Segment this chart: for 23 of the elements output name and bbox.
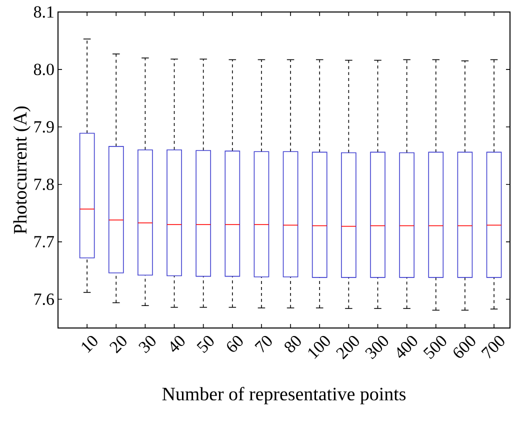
x-tick-label: 70 (254, 336, 272, 352)
x-tick-label: 10 (82, 336, 98, 353)
y-tick-label: 7.6 (34, 294, 54, 305)
y-tick-label: 8.0 (34, 64, 54, 76)
x-tick-label: 20 (109, 336, 126, 354)
x-tick-label: 100 (308, 336, 330, 359)
x-tick-label: 500 (423, 336, 446, 359)
y-tick-label: 7.9 (34, 121, 54, 133)
x-tick-label: 30 (138, 336, 156, 354)
y-tick-label: 7.7 (34, 236, 54, 248)
x-tick-label: 600 (454, 336, 476, 358)
x-tick-label: 40 (170, 336, 185, 352)
x-tick-label: 60 (227, 336, 243, 352)
y-tick-label: 7.8 (34, 178, 54, 190)
x-tick-label: 400 (397, 336, 418, 358)
y-tick-label: 8.1 (34, 6, 54, 18)
x-tick-label: 80 (284, 336, 301, 352)
x-axis-title: Number of representative points (162, 386, 406, 404)
x-tick-label: 300 (365, 336, 388, 360)
y-axis-title: Photocurrent (A) (13, 106, 30, 234)
x-tick-label: 50 (196, 336, 214, 353)
x-tick-label: 200 (336, 336, 359, 360)
x-tick-label: 700 (481, 336, 504, 358)
